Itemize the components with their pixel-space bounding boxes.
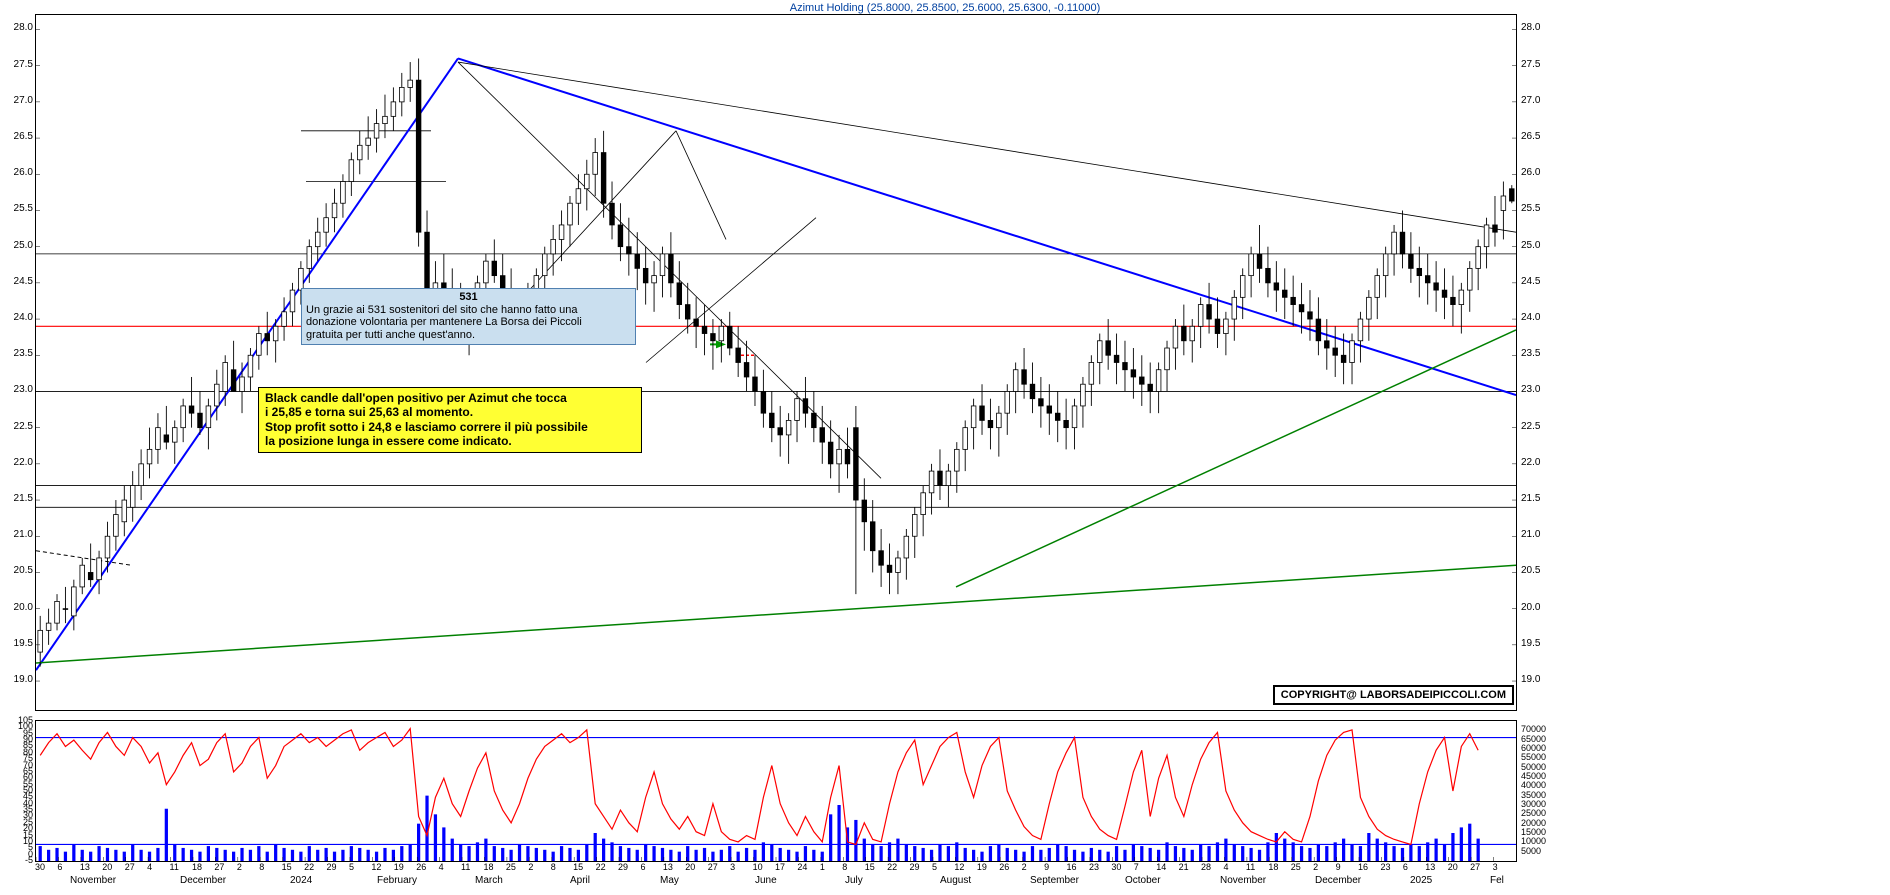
annotation-blue-box: 531 Un grazie ai 531 sostenitori del sit…: [301, 288, 636, 345]
chart-container: Azimut Holding (25.8000, 25.8500, 25.600…: [0, 0, 1890, 895]
indicator-panel: [35, 720, 1517, 862]
x-axis: 3061320274111827281522295121926411182528…: [35, 862, 1515, 892]
blue-box-text: Un grazie ai 531 sostenitori del sito ch…: [306, 304, 631, 342]
blue-box-number: 531: [306, 291, 631, 304]
price-chart-svg: [36, 15, 1516, 710]
price-chart-panel: 531 Un grazie ai 531 sostenitori del sit…: [35, 14, 1517, 711]
indicator-svg: [36, 721, 1516, 861]
yellow-box-text: Black candle dall'open positivo per Azim…: [265, 391, 635, 449]
chart-title: Azimut Holding (25.8000, 25.8500, 25.600…: [0, 2, 1890, 14]
annotation-yellow-box: Black candle dall'open positivo per Azim…: [258, 387, 642, 453]
copyright-label: COPYRIGHT@ LABORSADEIPICCOLI.COM: [1273, 685, 1514, 705]
